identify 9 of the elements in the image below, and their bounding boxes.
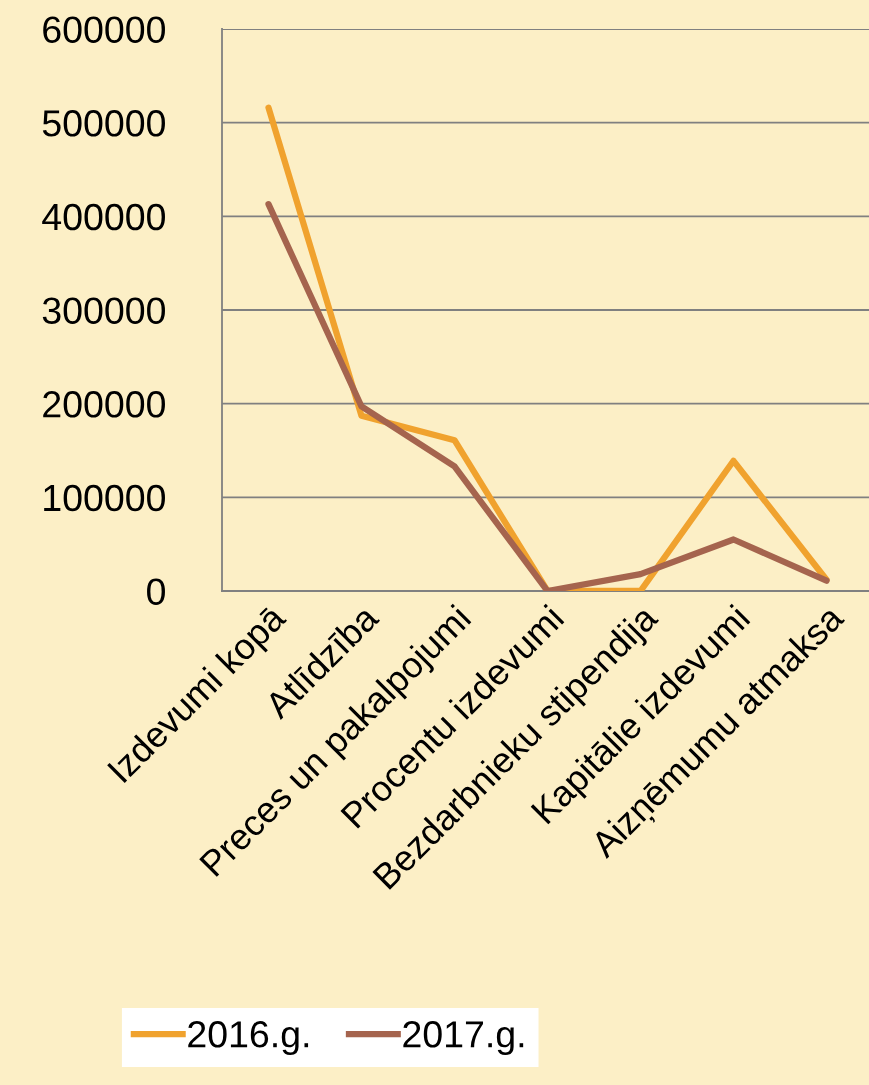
y-tick-label: 600000 (43, 16, 165, 43)
y-tick-label: 500000 (42, 110, 165, 137)
y-tick-label: 0 (147, 578, 165, 605)
y-tick-label: 400000 (42, 203, 165, 231)
legend-label: 2016.g. (188, 1021, 309, 1055)
y-tick-label: 300000 (42, 297, 165, 324)
legend-label: 2017.g. (403, 1021, 524, 1055)
y-tick-label: 100000 (44, 484, 165, 512)
y-tick-label: 200000 (43, 391, 165, 418)
